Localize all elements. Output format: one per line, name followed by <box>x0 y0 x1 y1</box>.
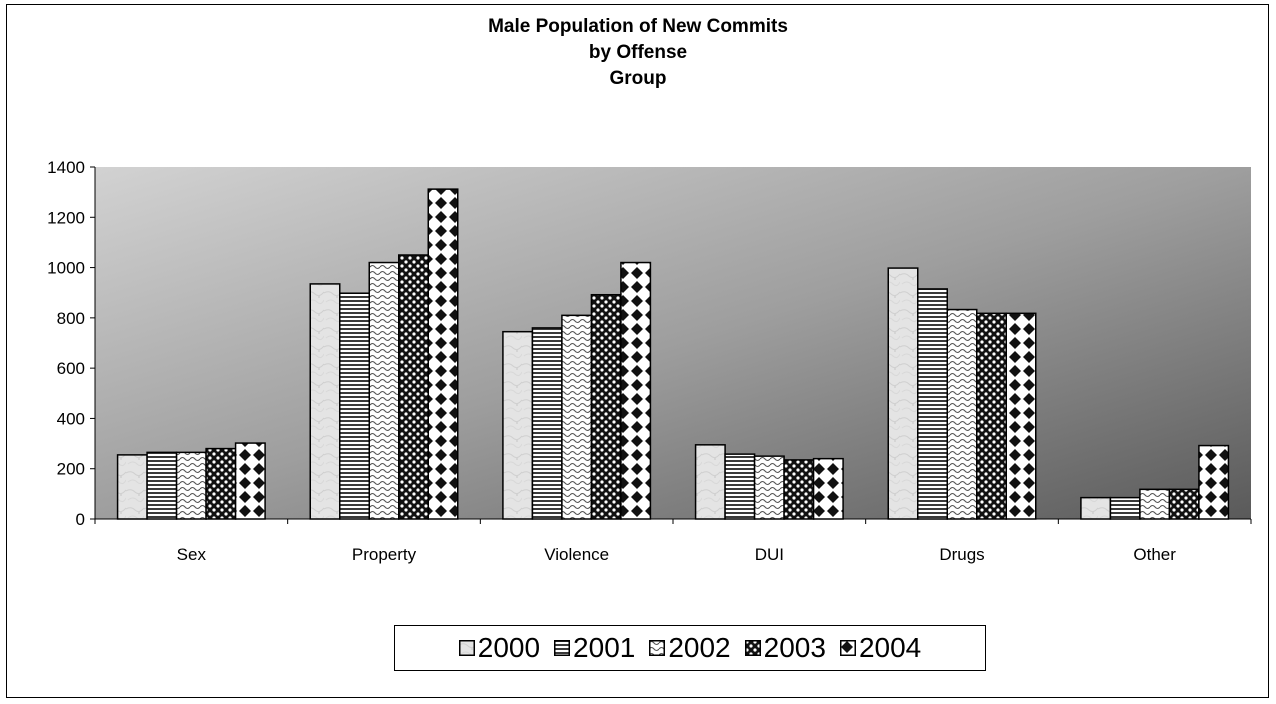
bar-sex-2002 <box>175 451 207 520</box>
bar-property-2002 <box>368 261 400 520</box>
bar-violence-2000 <box>502 330 534 520</box>
bar-other-2001 <box>1109 496 1141 520</box>
bar-other-2002 <box>1139 488 1171 520</box>
chart-title-line-2: by Offense <box>588 42 688 63</box>
x-tick-label: Property <box>352 545 417 564</box>
bar-dui-2003 <box>783 459 815 520</box>
bar-dui-2004 <box>812 457 844 520</box>
y-tick-label: 600 <box>57 359 85 378</box>
legend-swatch <box>649 640 666 656</box>
bar-other-2004 <box>1198 444 1230 520</box>
chart-title: Male Population of New Commits by Offens… <box>0 14 1276 92</box>
bar-drugs-2000 <box>887 267 919 520</box>
y-tick-label: 1400 <box>47 158 85 177</box>
bar-drugs-2001 <box>917 288 948 520</box>
x-tick-label: Sex <box>177 545 207 564</box>
y-tick-label: 200 <box>57 460 85 479</box>
chart-title-line-1: Male Population of New Commits <box>488 16 788 37</box>
x-axis: Sex Property Violence DUI Drugs Other <box>94 518 1252 564</box>
y-axis: 0 200 400 600 800 1000 1200 1400 <box>47 158 96 529</box>
bar-violence-2003 <box>590 293 622 520</box>
bar-violence-2004 <box>620 261 652 520</box>
x-tick-label: DUI <box>755 545 784 564</box>
y-tick-label: 800 <box>57 309 85 328</box>
bar-other-2000 <box>1080 496 1112 520</box>
bar-violence-2001 <box>531 327 563 520</box>
legend-swatch <box>458 640 475 656</box>
legend-entry-2001: 2001 <box>554 632 635 664</box>
y-tick-label: 1000 <box>47 259 85 278</box>
legend-entry-2000: 2000 <box>458 632 541 664</box>
bar-drugs-2002 <box>946 308 978 520</box>
legend: 2000 2001 2002 2003 2004 <box>394 625 986 671</box>
bar-property-2000 <box>309 283 341 520</box>
bars <box>116 188 1230 520</box>
bar-sex-2004 <box>234 442 266 520</box>
bar-property-2003 <box>398 254 429 520</box>
legend-label: 2004 <box>858 632 922 663</box>
legend-entry-2003: 2003 <box>744 632 826 664</box>
legend-entry-2004: 2004 <box>839 632 922 664</box>
bar-dui-2001 <box>724 453 756 520</box>
bar-dui-2000 <box>694 444 726 520</box>
legend-swatch <box>554 640 571 656</box>
x-tick-label: Drugs <box>939 545 984 564</box>
bar-sex-2001 <box>146 451 178 520</box>
bar-dui-2002 <box>753 455 785 520</box>
y-tick-label: 0 <box>76 510 85 529</box>
y-tick-label: 1200 <box>47 208 85 227</box>
legend-label: 2001 <box>573 632 636 663</box>
legend-swatch <box>839 640 856 656</box>
bar-property-2001 <box>339 292 370 520</box>
bar-drugs-2003 <box>976 312 1007 520</box>
legend-label: 2003 <box>763 632 826 663</box>
legend-label: 2002 <box>668 632 731 663</box>
chart-title-line-3: Group <box>609 68 667 89</box>
bar-drugs-2004 <box>1005 312 1037 520</box>
x-tick-label: Violence <box>544 545 609 564</box>
plot-area <box>95 167 1251 519</box>
bar-property-2004 <box>427 188 459 520</box>
bar-sex-2003 <box>205 447 237 520</box>
legend-label: 2000 <box>477 632 541 663</box>
bar-other-2003 <box>1168 488 1200 520</box>
bar-violence-2002 <box>561 314 593 520</box>
legend-swatch <box>744 640 761 656</box>
legend-entry-2002: 2002 <box>649 632 731 664</box>
bar-sex-2000 <box>116 454 148 520</box>
x-tick-label: Other <box>1133 545 1176 564</box>
y-tick-label: 400 <box>57 409 85 428</box>
